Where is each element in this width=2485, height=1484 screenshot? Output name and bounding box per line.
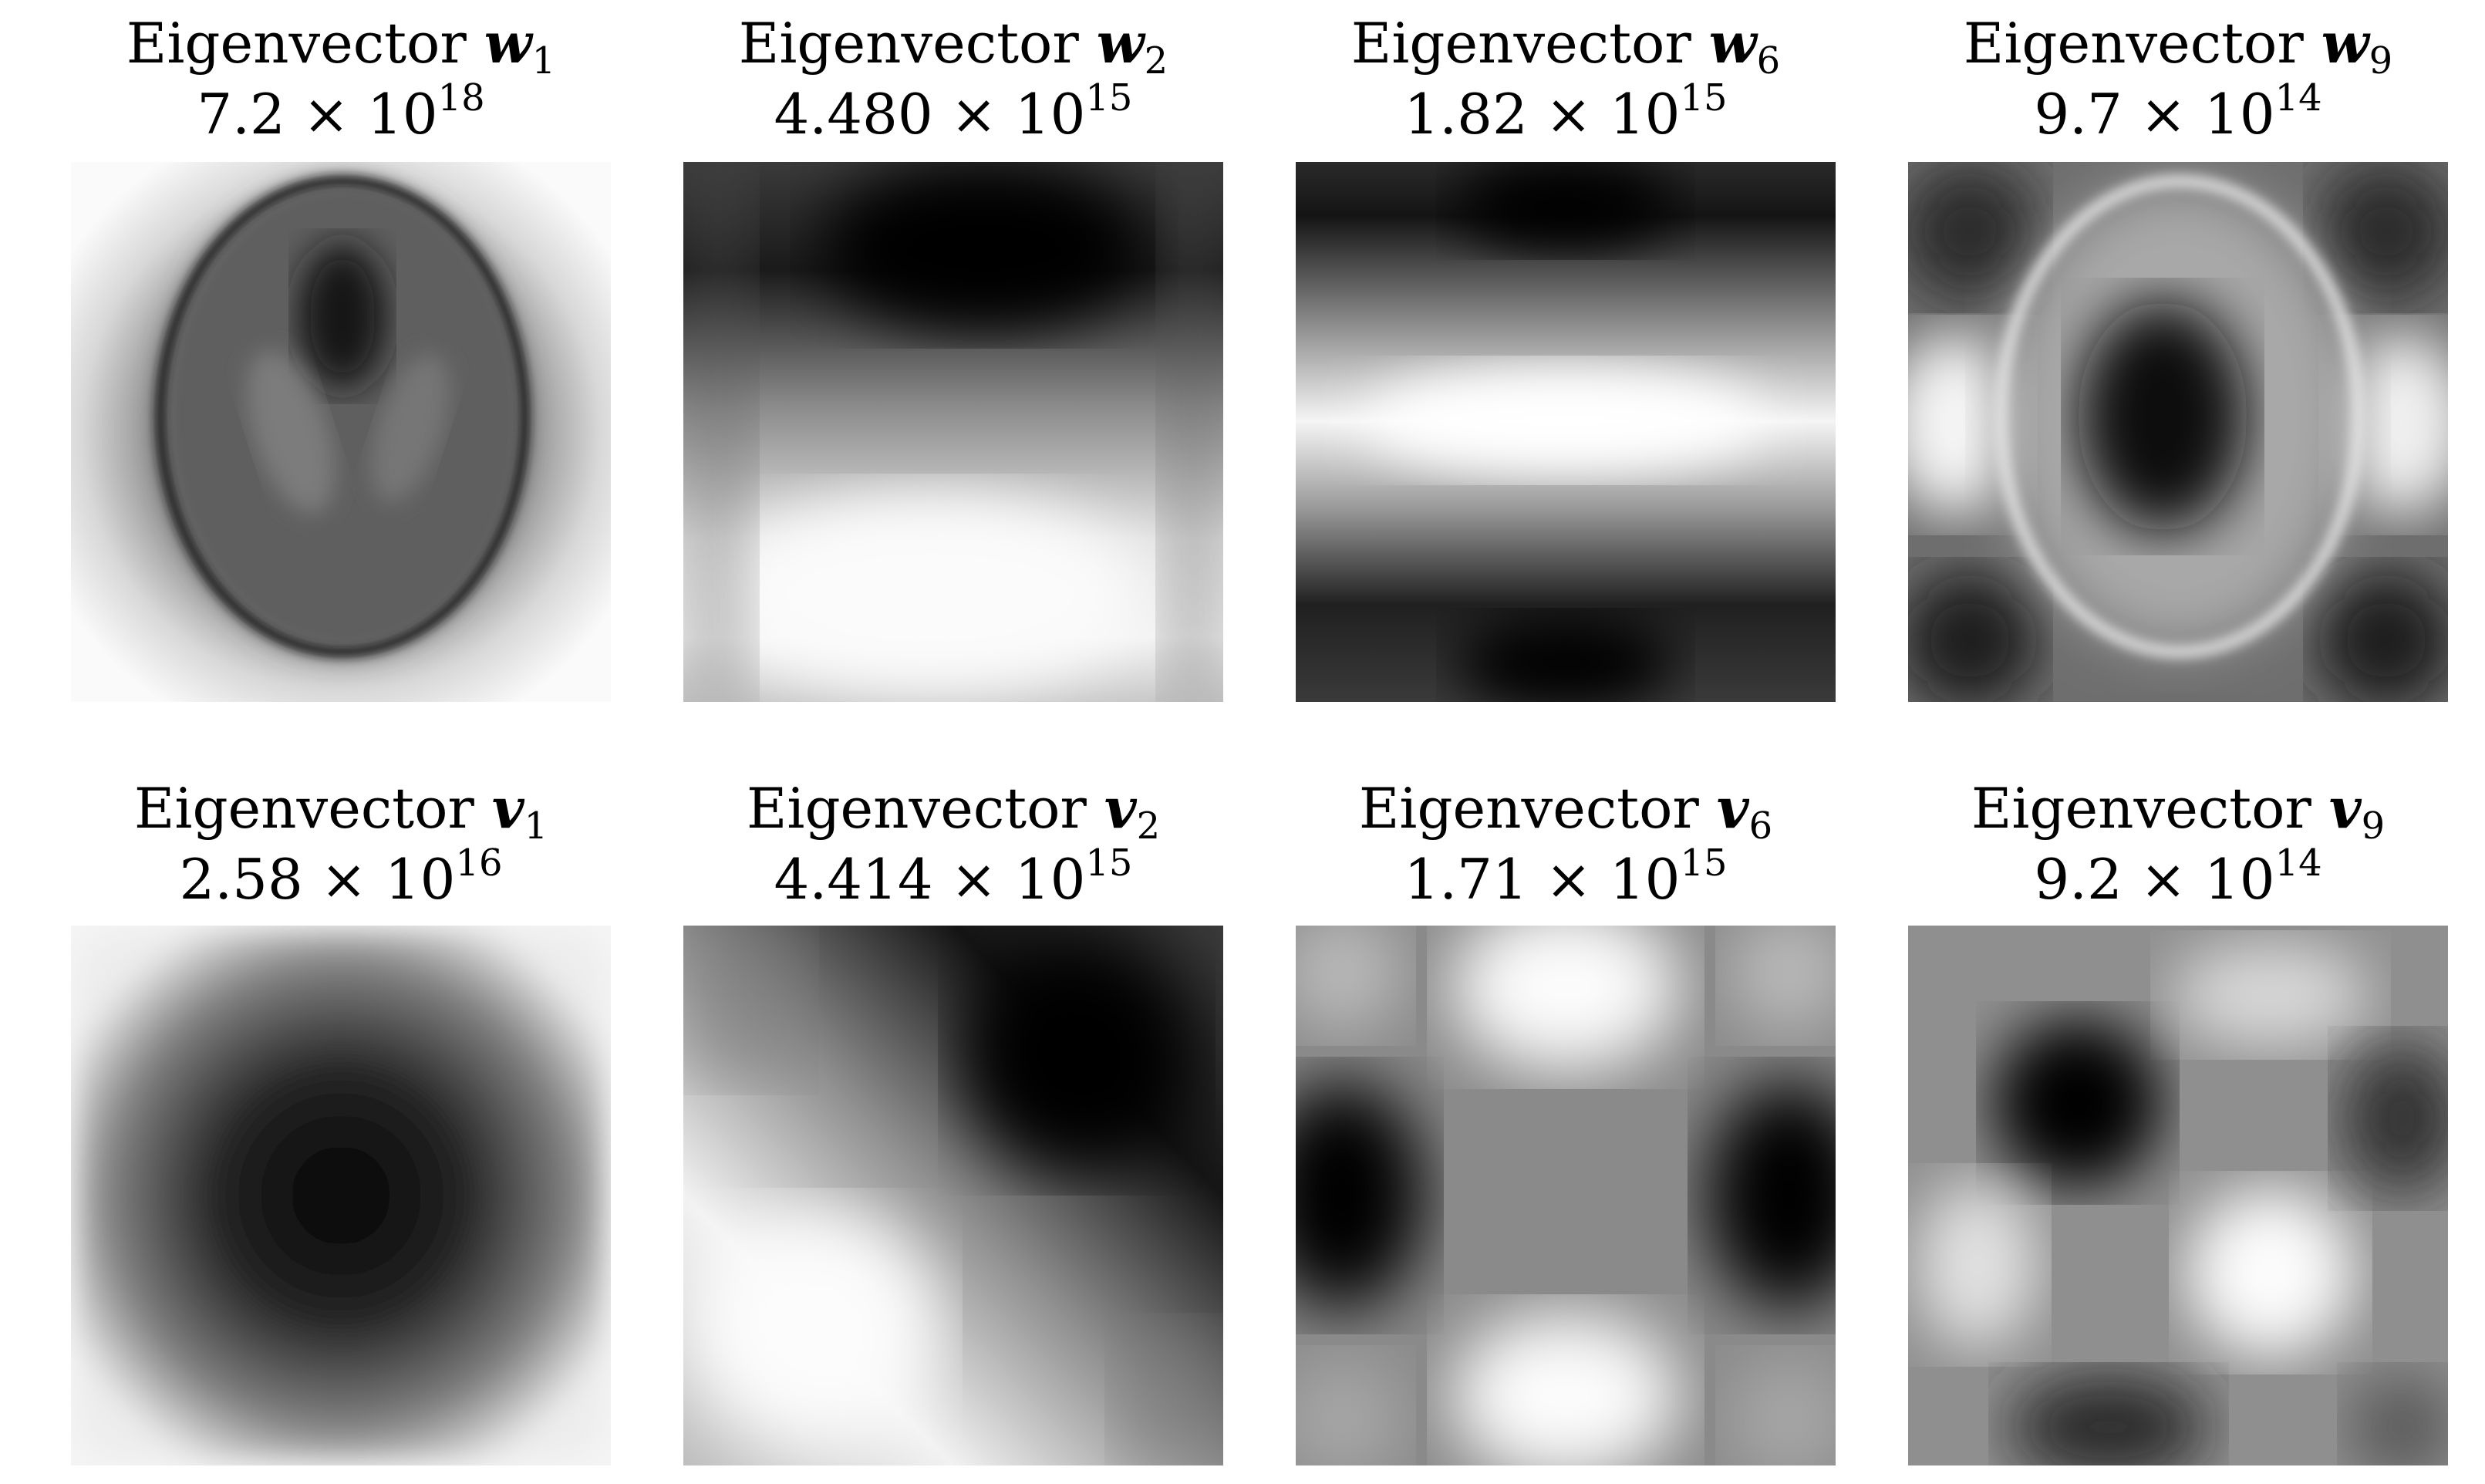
eigenvector-image-w2 (683, 162, 1223, 702)
title-label: Eigenvector (1350, 11, 1691, 76)
panel-title: Eigenvector v2 (683, 773, 1223, 848)
panel-w2: Eigenvector w2 4.480 × 1015 (683, 8, 1223, 150)
title-label: Eigenvector (1963, 11, 2304, 76)
eigenvalue: 7.2 × 1018 (197, 76, 485, 147)
eigenvector-image-w1 (71, 162, 611, 702)
vector-symbol: w6 (1708, 10, 1781, 83)
panel-title: Eigenvector w9 (1908, 8, 2448, 79)
vector-symbol: w1 (484, 10, 556, 83)
eigenvector-image-w9 (1908, 162, 2448, 702)
panel-v1: Eigenvector v1 2.58 × 1016 (71, 773, 611, 915)
panel-v2: Eigenvector v2 4.414 × 1015 (683, 773, 1223, 915)
title-label: Eigenvector (738, 11, 1079, 76)
title-label: Eigenvector (746, 776, 1087, 841)
title-label: Eigenvector (126, 11, 467, 76)
eigenvector-image-v2 (683, 926, 1223, 1465)
vector-symbol: v6 (1716, 775, 1773, 848)
eigenvector-image-v6 (1296, 926, 1836, 1465)
panel-w6: Eigenvector w6 1.82 × 1015 (1296, 8, 1836, 150)
panel-title: Eigenvector w2 (683, 8, 1223, 79)
panel-title: Eigenvector w1 (71, 8, 611, 79)
vector-symbol: v1 (491, 775, 548, 848)
eigenvalue: 4.480 × 1015 (774, 76, 1133, 147)
eigenvalue: 9.2 × 1014 (2034, 841, 2322, 912)
panel-v9: Eigenvector v9 9.2 × 1014 (1908, 773, 2448, 915)
eigenvalue: 9.7 × 1014 (2034, 76, 2322, 147)
panel-title: Eigenvector w6 (1296, 8, 1836, 79)
eigenvector-image-w6 (1296, 162, 1836, 702)
eigenvector-image-v9 (1908, 926, 2448, 1465)
title-label: Eigenvector (133, 776, 474, 841)
title-label: Eigenvector (1358, 776, 1699, 841)
title-label: Eigenvector (1971, 776, 2311, 841)
vector-symbol: w9 (2321, 10, 2393, 83)
eigenvalue: 1.82 × 1015 (1404, 76, 1728, 147)
panel-w1: Eigenvector w1 7.2 × 1018 (71, 8, 611, 150)
eigenvalue: 2.58 × 1016 (179, 841, 503, 912)
vector-symbol: v9 (2328, 775, 2386, 848)
panel-title: Eigenvector v1 (71, 773, 611, 848)
panel-w9: Eigenvector w9 9.7 × 1014 (1908, 8, 2448, 150)
vector-symbol: w2 (1096, 10, 1168, 83)
panel-title: Eigenvector v6 (1296, 773, 1836, 848)
panel-v6: Eigenvector v6 1.71 × 1015 (1296, 773, 1836, 915)
eigenvalue: 1.71 × 1015 (1404, 841, 1728, 912)
vector-symbol: v2 (1104, 775, 1161, 848)
panel-title: Eigenvector v9 (1908, 773, 2448, 848)
eigenvalue: 4.414 × 1015 (774, 841, 1133, 912)
eigenvector-image-v1 (71, 926, 611, 1465)
